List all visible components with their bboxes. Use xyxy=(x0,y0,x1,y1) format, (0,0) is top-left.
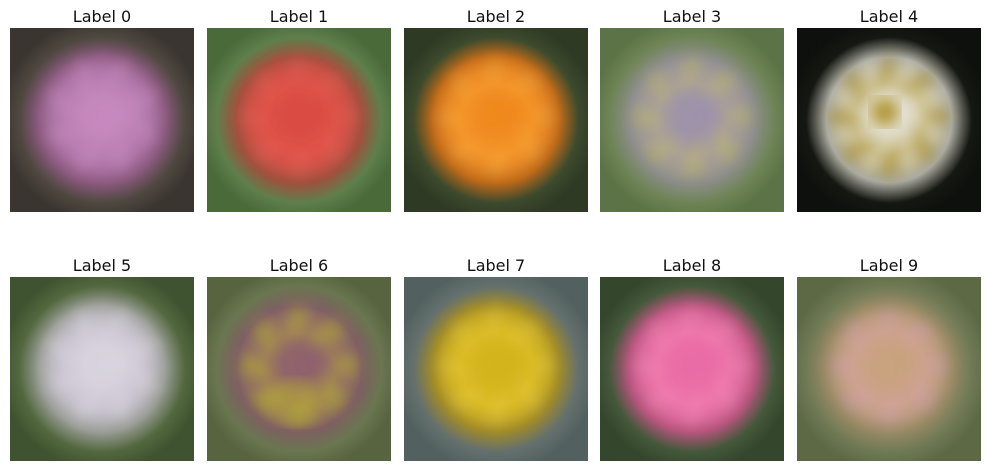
flower-average-image xyxy=(404,277,588,461)
panel-title: Label 3 xyxy=(662,7,722,26)
flower-center xyxy=(871,98,899,126)
panel-title: Label 0 xyxy=(72,7,132,26)
flower-image xyxy=(404,277,588,461)
flower-image xyxy=(404,28,588,212)
flower-average-image xyxy=(797,28,981,212)
panel-title: Label 6 xyxy=(269,256,329,275)
flower-petals xyxy=(632,56,752,176)
panel-title: Label 4 xyxy=(859,7,919,26)
flower-petals xyxy=(436,56,556,176)
flower-average-image xyxy=(207,28,391,212)
flower-average-image xyxy=(10,28,194,212)
panel-title: Label 8 xyxy=(662,256,722,275)
flower-petals xyxy=(42,56,162,176)
flower-average-image xyxy=(600,277,784,461)
panel-title: Label 2 xyxy=(466,7,526,26)
panel-title: Label 7 xyxy=(466,256,526,275)
flower-petals xyxy=(829,305,949,425)
flower-petals xyxy=(239,56,359,176)
panel-title: Label 9 xyxy=(859,256,919,275)
panel-title: Label 5 xyxy=(72,256,132,275)
flower-image xyxy=(797,28,981,212)
flower-petals xyxy=(632,305,752,425)
flower-average-image xyxy=(207,277,391,461)
flower-lower-petal xyxy=(265,380,325,424)
flower-average-image xyxy=(600,28,784,212)
flower-image xyxy=(10,28,194,212)
flower-average-image xyxy=(10,277,194,461)
flower-image xyxy=(10,277,194,461)
flower-image xyxy=(600,277,784,461)
panel-title: Label 1 xyxy=(269,7,329,26)
flower-petals xyxy=(436,305,556,425)
flower-image xyxy=(207,28,391,212)
flower-image xyxy=(797,277,981,461)
flower-average-image xyxy=(404,28,588,212)
flower-petals xyxy=(42,305,162,425)
flower-average-image xyxy=(797,277,981,461)
flower-image xyxy=(207,277,391,461)
flower-image xyxy=(600,28,784,212)
